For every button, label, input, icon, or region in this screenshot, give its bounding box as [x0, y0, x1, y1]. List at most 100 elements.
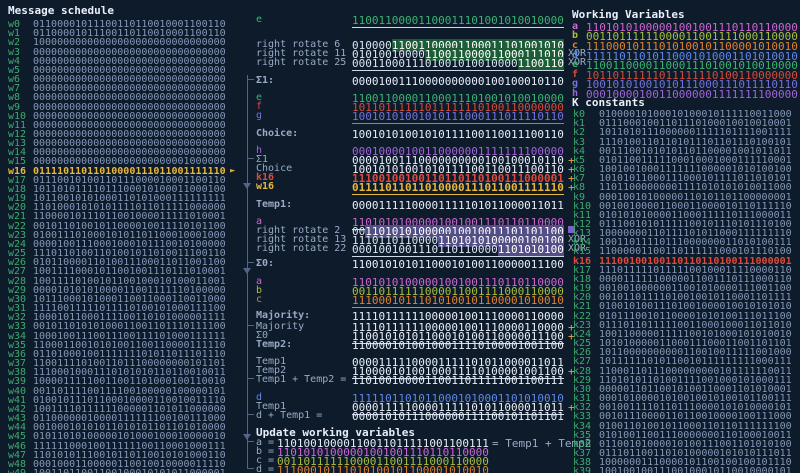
k-constant-label: k13: [573, 228, 592, 240]
w-row-label: w47: [8, 449, 27, 461]
mid-row-label: h: [256, 145, 263, 156]
flow-rail-tick: [247, 414, 254, 415]
k-constant-label: k21: [573, 301, 592, 313]
mid-row-label: Σ0: [256, 330, 269, 341]
w-row-label: w0: [8, 19, 21, 30]
k-constant-value: 10000001110000101100100100101110: [599, 457, 792, 469]
k-constant-label: k36: [573, 438, 592, 450]
w-row-label: w39: [8, 376, 27, 388]
w-row-value: 00101101010100011001101110111100: [33, 321, 226, 333]
w-row-value: 01111011011010000111011001111110: [33, 165, 226, 177]
k-constant-value: 00010100001010010010100101100111: [599, 393, 792, 405]
choice-g-value: 10010101001010111000111011110110: [352, 110, 564, 124]
k-constant-label: k12: [573, 219, 592, 230]
w-row-value: 00000000000000000000000000000000: [33, 83, 226, 95]
working-variable-label: e: [572, 59, 579, 71]
w-row-label: w2: [8, 37, 21, 49]
plus-operator-icon: +: [568, 365, 575, 378]
majority-a-value: 11010101000001001001110110110000: [352, 276, 564, 289]
w-row-value: 00000000000000000000000000000000: [33, 147, 226, 159]
flow-arrow-down-icon: [243, 434, 251, 440]
w-row-label: w38: [8, 367, 27, 379]
w-row-value: 00000000000000000000000000000000: [33, 119, 226, 131]
w-row-label: w10: [8, 110, 27, 122]
mid-row-label: Temp2: [256, 365, 287, 376]
k-constant-label: k19: [573, 283, 592, 295]
k-constant-label: k31: [573, 393, 592, 405]
plus-operator-icon: +: [568, 154, 575, 167]
w-row-label: w33: [8, 321, 27, 333]
plus-operator-icon: +: [568, 163, 575, 176]
xor-operator-label: XOR: [568, 57, 587, 68]
temp1-plus-temp2-value: 11010010000110011011111001100111: [352, 374, 564, 387]
k-constant-label: k7: [573, 173, 586, 185]
k-constant-label: k9: [573, 191, 586, 203]
working-variable-label: c: [572, 39, 579, 51]
k-constant-label: k26: [573, 347, 592, 359]
w-row-value: 11100010001110101010110110010011: [33, 367, 226, 379]
working-variable-label: b: [572, 30, 579, 42]
w-row-value: 01011010100000101000100010000010: [33, 431, 226, 443]
k-constant-label: k28: [573, 365, 592, 377]
k-constant-label: k35: [573, 429, 592, 441]
sigma1-e-value: 11001100001100011101001010010000: [352, 14, 564, 28]
k-constant-label: k23: [573, 319, 592, 331]
w-row-value: 10011110001011001001110111010001: [33, 266, 226, 278]
w-row-value: 00000000000000000000000000000000: [33, 55, 226, 67]
plus-operator-icon: +: [568, 321, 575, 334]
k-constant-label: k38: [573, 457, 592, 469]
d-plus-temp1-value: 00001010111000000111100101101101: [352, 410, 564, 423]
k-constant-label: k24: [573, 328, 592, 340]
k-constant-value: 11101001101101011101101110100101: [599, 136, 792, 148]
current-row-arrow-icon: ►: [230, 165, 236, 176]
w-row-label: w24: [8, 238, 27, 250]
rotate-shifted-bits: 1101010100: [497, 243, 564, 256]
w-row-label: w19: [8, 193, 27, 205]
temp2-term-majority: 11110111111000001001110000110000: [352, 321, 564, 334]
k-constant-value: 10111111010110010111111111000111: [599, 356, 792, 368]
w-row-value: 10110101111011100010100011000100: [33, 183, 226, 195]
k-constant-value: 00111001010101101100001001011011: [599, 145, 792, 157]
w-row-label: w30: [8, 293, 27, 305]
w-row-label: w13: [8, 138, 27, 150]
flow-arrow-down-icon: [243, 268, 251, 274]
w-row-value: 00000000000000000000000000000000: [33, 110, 226, 122]
working-variable-label: d: [572, 49, 579, 61]
w-row-value: 10011110111111000001101011000000: [33, 403, 226, 415]
k-constant-label: k39: [573, 466, 592, 473]
flow-rail-tick: [247, 441, 254, 442]
w-row-value: 00000000000000000000000000000000: [33, 46, 226, 58]
rotate-carry-box: [568, 226, 575, 233]
rotate22-value: 00010010011101101100001101010100: [352, 243, 564, 257]
w-row-label: w14: [8, 147, 27, 159]
majority-value: 11110111111000001001110000110000: [352, 310, 564, 323]
mid-row-label: right rotate 11: [256, 48, 347, 59]
w-row-label: w1: [8, 28, 21, 40]
k-constant-value: 01110001001101110100010010010001: [599, 118, 792, 130]
w-row-label: w21: [8, 211, 27, 223]
w-row-value: 10011011001100100010101011000001: [33, 468, 226, 473]
plus-operator-icon: +: [568, 181, 575, 194]
choice-label: Choice:: [256, 128, 299, 139]
choice-f-value: 10110111111011111110100110000000: [352, 101, 564, 114]
sigma1-label: Σ1:: [256, 75, 275, 86]
k-constant-value: 01001101001011000110110111111100: [599, 420, 792, 432]
temp1-term-Σ1: 00001001110000000000100100010110: [352, 154, 564, 167]
w-row-label: w28: [8, 275, 27, 287]
sume-term-temp1: 00001111100001111101011000011011: [352, 401, 564, 415]
k-constant-value: 11000001100110111111000101110100: [599, 246, 792, 258]
w-row-label: w17: [8, 174, 27, 186]
w-row-label: w12: [8, 129, 27, 140]
majority-b-value: 00110111111000011001111000110000: [352, 285, 564, 298]
xor-operator-label: XOR: [568, 48, 587, 59]
k-constant-value: 01011100101100001010100111011100: [599, 310, 792, 322]
update-a-label: a =: [256, 437, 275, 448]
k-constant-value: 01110110111110011000100011011010: [599, 319, 792, 331]
k-constants-title: K constants: [572, 96, 645, 109]
k-constant-label: k2: [573, 127, 586, 139]
w-row-label: w36: [8, 348, 27, 360]
w-row-value: 10001011000111100110101000001111: [33, 312, 226, 324]
w-row-value: 01001011101100010000110010011110: [33, 394, 226, 406]
w-row-value: 01001110100010101101100010001000: [33, 229, 226, 241]
w-row-value: 01100000010000111111100100111000: [33, 413, 226, 424]
